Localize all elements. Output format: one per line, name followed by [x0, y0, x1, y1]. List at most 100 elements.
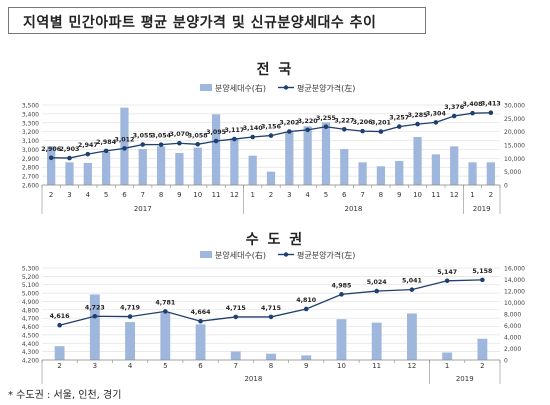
category-label: 10	[413, 191, 422, 199]
right-axis-tick: 10,000	[504, 300, 525, 307]
data-label: 3,140	[243, 125, 264, 132]
data-label: 2,947	[78, 142, 98, 149]
data-label: 3,413	[481, 101, 501, 108]
line-point	[233, 314, 239, 320]
bar	[285, 131, 294, 185]
bar	[230, 138, 239, 185]
line-point	[85, 151, 91, 157]
bar	[477, 338, 488, 360]
legend-bar-label: 분양세대수(右)	[215, 250, 266, 260]
line-point	[409, 287, 415, 292]
data-label: 3,054	[151, 133, 172, 140]
left-axis-tick: 2,800	[22, 165, 39, 172]
category-label: 3	[67, 191, 71, 199]
data-label: 5,041	[402, 278, 422, 285]
category-label: 12	[450, 191, 459, 199]
bar	[211, 114, 221, 185]
data-label: 3,202	[279, 119, 299, 126]
left-axis-tick: 5,200	[22, 274, 39, 281]
bar	[54, 346, 65, 360]
category-label: 3	[287, 191, 291, 199]
year-label: 2018	[244, 375, 262, 383]
data-label: 3,095	[206, 129, 226, 136]
bar	[376, 166, 386, 185]
line-point	[378, 129, 384, 134]
line-point	[339, 292, 344, 297]
legend-line-marker	[283, 252, 289, 257]
data-label: 4,723	[85, 304, 105, 311]
category-label: 12	[230, 191, 239, 199]
bar	[175, 153, 184, 185]
left-axis-tick: 3,200	[22, 129, 39, 136]
year-label: 2019	[473, 205, 491, 213]
data-label: 3,117	[224, 127, 244, 134]
category-label: 6	[342, 191, 347, 199]
category-label: 1	[250, 191, 254, 199]
bar	[65, 162, 74, 185]
left-axis-tick: 4,300	[22, 349, 39, 356]
data-label: 4,781	[155, 299, 175, 306]
line-point	[103, 148, 109, 154]
category-label: 12	[407, 362, 416, 370]
right-axis-tick: 5,000	[504, 169, 521, 176]
bar	[156, 146, 166, 185]
line-point	[92, 313, 98, 319]
right-axis-tick: 8,000	[504, 312, 521, 319]
line-point	[374, 288, 379, 294]
legend-line-label: 평균분양가격(左)	[297, 83, 355, 93]
bar	[89, 294, 100, 360]
page-title: 지역별 민간아파트 평균 분양가격 및 신규분양세대수 추이	[23, 15, 377, 31]
right-axis-tick: 2,000	[504, 346, 521, 353]
line-point	[67, 155, 72, 161]
left-axis-tick: 4,200	[22, 358, 39, 365]
bar	[340, 149, 349, 185]
data-label: 3,058	[188, 132, 208, 139]
data-label: 3,304	[426, 110, 447, 117]
category-label: 7	[234, 362, 238, 370]
line-point	[158, 142, 164, 147]
data-label: 3,255	[316, 115, 336, 122]
bar	[230, 351, 241, 360]
category-label: 10	[337, 362, 346, 370]
category-label: 4	[86, 191, 91, 199]
bar	[442, 352, 453, 360]
data-label: 3,206	[353, 119, 374, 126]
line-point	[415, 121, 420, 127]
left-axis-tick: 3,000	[22, 147, 39, 154]
bar	[138, 149, 147, 185]
line-point	[480, 277, 485, 283]
data-label: 3,055	[133, 133, 153, 140]
category-label: 9	[397, 191, 401, 199]
category-label: 11	[212, 191, 221, 199]
category-label: 1	[470, 191, 474, 199]
bar	[358, 162, 367, 185]
bar	[47, 146, 56, 185]
year-label: 2017	[134, 205, 152, 213]
line-point	[177, 140, 182, 146]
line-point	[360, 128, 365, 134]
category-label: 3	[93, 362, 97, 370]
bar	[431, 154, 441, 185]
category-label: 5	[104, 191, 108, 199]
line-point	[303, 306, 309, 312]
line-point	[213, 138, 219, 144]
line-point	[341, 126, 347, 132]
category-label: 6	[198, 362, 203, 370]
line-point	[488, 110, 494, 116]
line-point	[433, 120, 439, 125]
line-point	[198, 318, 203, 324]
left-axis-tick: 5,000	[22, 291, 39, 298]
line-point	[396, 124, 402, 129]
bar	[406, 313, 417, 360]
category-label: 7	[141, 191, 145, 199]
left-axis-tick: 5,100	[22, 282, 39, 289]
line-point	[163, 309, 168, 314]
data-label: 4,715	[226, 305, 246, 312]
page-title-box: 지역별 민간아파트 평균 분양가격 및 신규분양세대수 추이	[8, 7, 426, 34]
footnote: * 수도권 : 서울, 인천, 경기	[8, 390, 122, 401]
line-point	[444, 278, 450, 284]
bar	[160, 312, 171, 360]
line-point	[305, 127, 310, 133]
right-axis-tick: 6,000	[504, 323, 521, 330]
category-label: 4	[305, 191, 310, 199]
